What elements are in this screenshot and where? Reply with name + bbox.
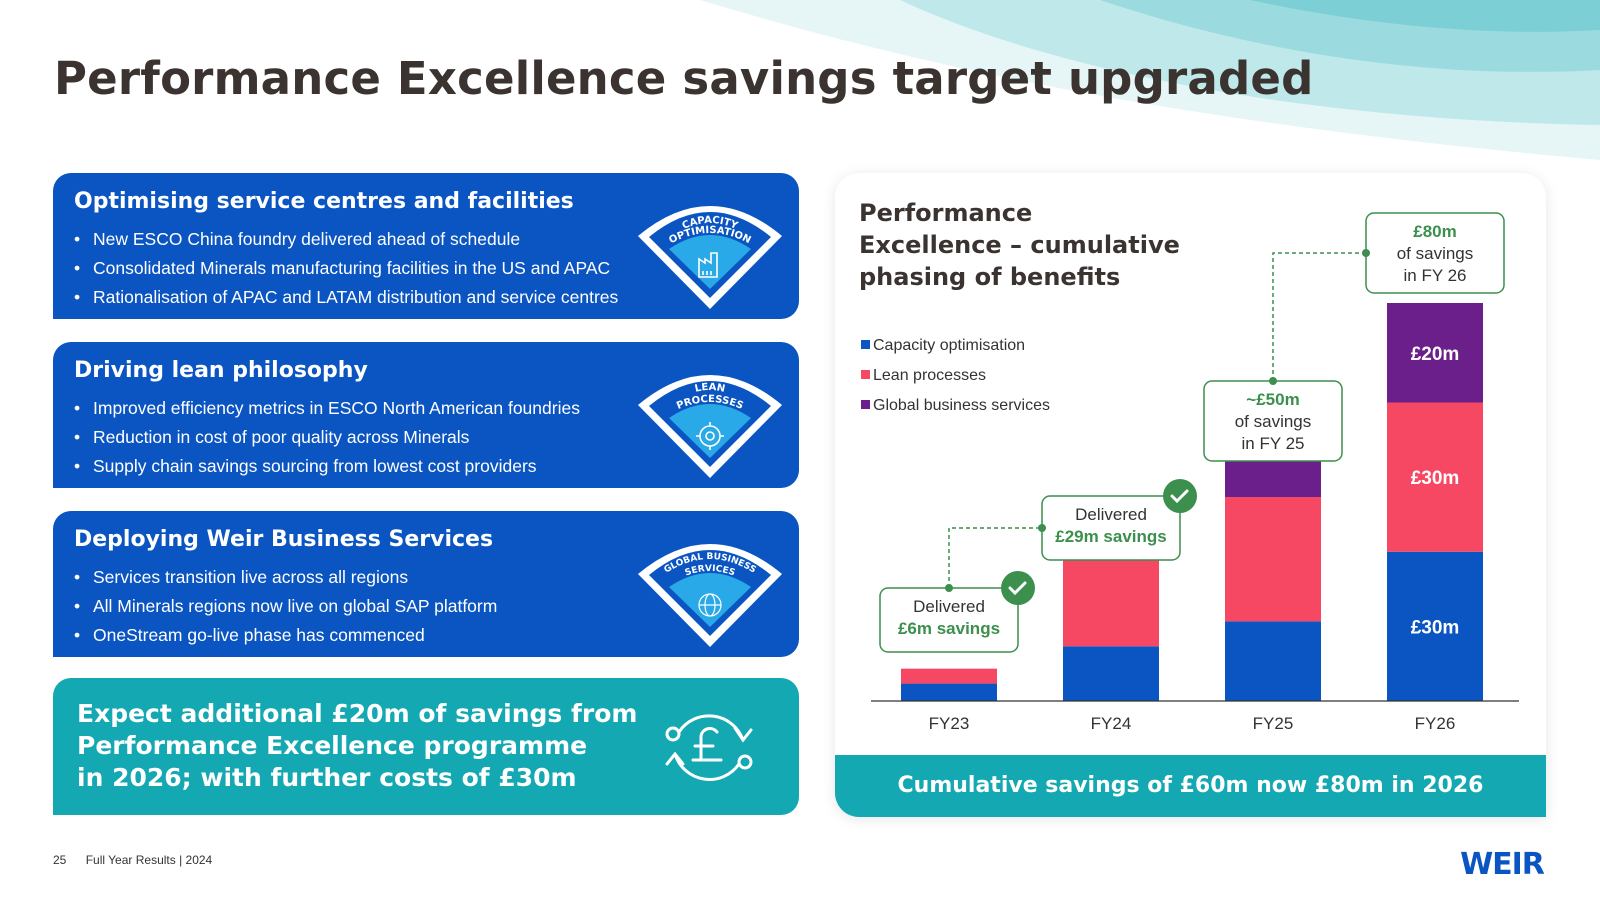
callout-text: £29m savings: [1055, 527, 1167, 546]
bar-segment-fy26-1: [1387, 551, 1483, 701]
segment-value-label: £30m: [1411, 617, 1460, 638]
bar-segment-fy26-2: [1387, 402, 1483, 552]
bar-segment-fy24-1: [1063, 646, 1159, 701]
segment-value-label: £20m: [1411, 344, 1460, 365]
callout-fy26: £80m of savings in FY 26: [1365, 212, 1505, 294]
svg-text:LEAN: LEAN: [694, 382, 726, 395]
chart-title-line: Performance: [859, 199, 1033, 227]
bar-segment-fy25-1: [1225, 621, 1321, 701]
callout-fy23: Delivered £6m savings: [879, 571, 1035, 653]
logo-text: WEIR: [1460, 847, 1545, 877]
x-tick-label: FY25: [1253, 714, 1294, 733]
card-bullet-list: Services transition live across all regi…: [74, 563, 497, 650]
additional-savings-card: Expect additional £20m of savings from P…: [53, 678, 799, 815]
slide-footer: 25 Full Year Results | 2024: [53, 853, 212, 867]
page-number: 25: [53, 853, 67, 867]
bullet-item: Services transition live across all regi…: [74, 563, 497, 592]
capacity-optimisation-badge: CAPACITY OPTIMISATION: [638, 206, 782, 309]
weir-logo: WEIR: [1460, 847, 1546, 877]
capacity-optimisation-card: Optimising service centres and facilitie…: [53, 173, 799, 319]
callout-text: of savings: [1397, 244, 1474, 263]
chart-title-line: Excellence – cumulative: [859, 231, 1180, 259]
card-bullet-list: Improved efficiency metrics in ESCO Nort…: [74, 394, 580, 481]
cumulative-savings-banner: Cumulative savings of £60m now £80m in 2…: [835, 755, 1546, 817]
chart-title: Performance Excellence – cumulative phas…: [859, 197, 1180, 293]
bar-segment-fy24-2: [1063, 559, 1159, 647]
global-business-services-badge: GLOBAL BUSINESS SERVICES: [638, 544, 782, 647]
legend-swatch: [861, 400, 870, 409]
chart-legend: Capacity optimisation Lean processes Globa…: [861, 337, 1050, 414]
bar-segment-fy25-2: [1225, 497, 1321, 622]
connector-dot: [1269, 377, 1277, 385]
callout-connector: [948, 527, 1042, 588]
card-bullet-list: New ESCO China foundry delivered ahead o…: [74, 225, 618, 312]
callout-text: in FY 25: [1241, 434, 1304, 453]
lean-processes-badge: LEAN PROCESSES: [638, 375, 782, 478]
legend-label: Lean processes: [873, 367, 986, 384]
legend-label: Capacity optimisation: [873, 337, 1025, 354]
x-tick-label: FY23: [929, 714, 970, 733]
svg-text:CAPACITY: CAPACITY: [681, 215, 740, 232]
footer-text: Full Year Results | 2024: [85, 853, 213, 867]
bar-segment-fy23-2: [901, 668, 997, 684]
callout-fy24: Delivered £29m savings: [1041, 479, 1197, 561]
bullet-item: Improved efficiency metrics in ESCO Nort…: [74, 394, 580, 423]
bullet-item: All Minerals regions now live on global …: [74, 592, 497, 621]
check-icon: [1001, 571, 1035, 605]
callout-text: of savings: [1235, 412, 1312, 431]
callout-fy25: ~£50m of savings in FY 25: [1203, 380, 1343, 462]
callout-text: Delivered: [913, 597, 985, 616]
callout-connector: [1272, 252, 1366, 381]
gear-cycle-icon: [696, 422, 724, 450]
card-heading: Driving lean philosophy: [74, 358, 368, 383]
factory-icon: [698, 252, 718, 278]
legend-label: Global business services: [873, 397, 1050, 414]
bullet-item: New ESCO China foundry delivered ahead o…: [74, 225, 618, 254]
x-tick-label: FY24: [1091, 714, 1132, 733]
global-business-services-card: Deploying Weir Business Services Service…: [53, 511, 799, 657]
bullet-item: Rationalisation of APAC and LATAM distri…: [74, 283, 618, 312]
message-line: Expect additional £20m of savings from: [77, 699, 638, 728]
connector-dot: [1038, 524, 1046, 532]
page-title: Performance Excellence savings target up…: [54, 52, 1314, 105]
badge-line2: SERVICES: [684, 564, 736, 579]
check-icon: [1163, 479, 1197, 513]
callout-text: £6m savings: [898, 619, 1000, 638]
chart-title-line: phasing of benefits: [859, 263, 1121, 291]
chart-panel: FY23 FY24 FY25 FY26 £30m £30m £20m Capacity o…: [835, 173, 1546, 817]
network-globe-icon: [698, 593, 722, 617]
badge-line1: LEAN: [694, 382, 726, 395]
bullet-item: Consolidated Minerals manufacturing faci…: [74, 254, 618, 283]
legend-swatch: [861, 340, 870, 349]
badge-line1: CAPACITY: [681, 215, 740, 232]
svg-text:SERVICES: SERVICES: [684, 564, 736, 579]
bar-segment-fy26-3: [1387, 303, 1483, 403]
message-line: in 2026; with further costs of £30m: [77, 763, 577, 792]
bullet-item: Supply chain savings sourcing from lowes…: [74, 452, 580, 481]
card-heading: Deploying Weir Business Services: [74, 527, 494, 552]
bullet-item: Reduction in cost of poor quality across…: [74, 423, 580, 452]
bar-segment-fy23-1: [901, 683, 997, 701]
pound-cycle-icon: [665, 714, 753, 781]
segment-value-label: £30m: [1411, 468, 1460, 489]
message-line: Performance Excellence programme: [77, 731, 588, 760]
callout-text: ~£50m: [1246, 390, 1299, 409]
callout-text: £80m: [1413, 222, 1456, 241]
legend-swatch: [861, 370, 870, 379]
callout-text: in FY 26: [1403, 266, 1466, 285]
additional-savings-message: Expect additional £20m of savings from P…: [77, 698, 637, 794]
stacked-bar-chart: FY23 FY24 FY25 FY26 £30m £30m £20m Capacity o…: [861, 212, 1519, 733]
connector-dot: [945, 584, 953, 592]
card-heading: Optimising service centres and facilitie…: [74, 189, 574, 214]
lean-processes-card: Driving lean philosophy Improved efficie…: [53, 342, 799, 488]
bullet-item: OneStream go-live phase has commenced: [74, 621, 497, 650]
x-tick-label: FY26: [1415, 714, 1456, 733]
callout-text: Delivered: [1075, 505, 1147, 524]
connector-dot: [1362, 249, 1370, 257]
